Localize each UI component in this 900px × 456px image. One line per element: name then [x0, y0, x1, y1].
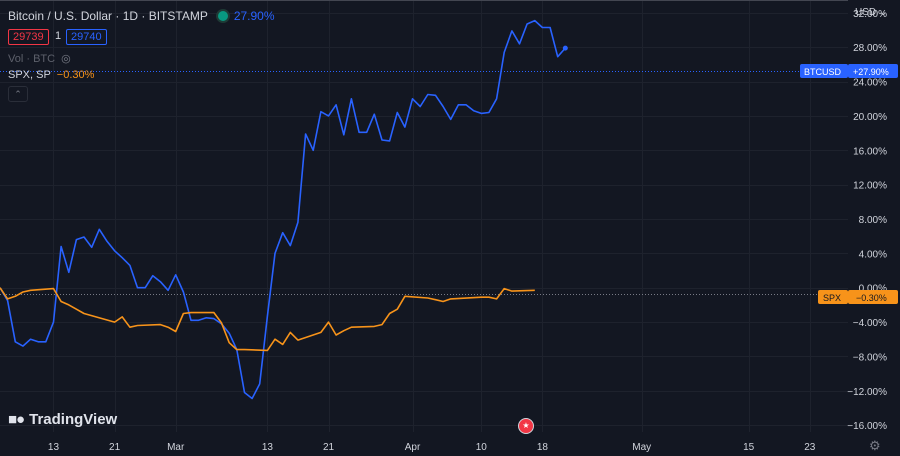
- spx-tag-label: SPX: [823, 293, 841, 303]
- us-flag-event-icon[interactable]: ★: [518, 418, 534, 434]
- ask-price[interactable]: 29740: [66, 29, 107, 45]
- chevron-up-icon[interactable]: ⌃: [8, 86, 28, 102]
- tradingview-logo[interactable]: ■● TradingView: [8, 411, 117, 428]
- x-tick-label: May: [632, 442, 651, 453]
- header-change: 27.90%: [233, 9, 275, 23]
- x-tick-label: 13: [48, 442, 60, 453]
- y-tick-label: 12.00%: [853, 181, 887, 192]
- y-tick-label: 28.00%: [853, 43, 887, 54]
- y-tick-label: 16.00%: [853, 146, 887, 157]
- x-tick-label: 18: [537, 442, 549, 453]
- compare-legend[interactable]: SPX, SP −0.30%: [8, 69, 94, 81]
- volume-legend[interactable]: Vol · BTC ◎: [8, 52, 71, 65]
- y-tick-label: 8.00%: [859, 215, 887, 226]
- symbol-title[interactable]: Bitcoin / U.S. Dollar · 1D · BITSTAMP: [8, 9, 208, 23]
- market-status-icon: [217, 11, 228, 21]
- series-layer: [0, 19, 568, 400]
- y-tick-label: 24.00%: [853, 78, 887, 89]
- symbol-header[interactable]: Bitcoin / U.S. Dollar · 1D · BITSTAMP 27.…: [8, 9, 275, 23]
- x-tick-label: 21: [109, 442, 121, 453]
- y-axis: 32.00% 28.00% 24.00% 20.00% 16.00% 12.00% 8.00…: [847, 9, 887, 432]
- x-tick-label: 23: [804, 442, 816, 453]
- spread-value: 1: [55, 30, 62, 42]
- series-line-btcusd[interactable]: [0, 19, 566, 400]
- last-point-btcusd: [562, 45, 568, 51]
- y-tick-label: 4.00%: [859, 249, 887, 260]
- y-tick-label: 0.00%: [859, 284, 887, 295]
- x-tick-label: 21: [323, 442, 335, 453]
- logo-mark-icon: ■●: [8, 411, 25, 428]
- y-tick-label: 20.00%: [853, 112, 887, 123]
- series-line-spx[interactable]: [0, 287, 535, 352]
- btc-price-tag: BTCUSD +27.90%: [800, 64, 898, 78]
- y-tick-label: −4.00%: [853, 318, 887, 329]
- x-tick-label: 15: [743, 442, 755, 453]
- currency-selector[interactable]: USD ⌄: [855, 7, 887, 18]
- compare-change: −0.30%: [56, 69, 95, 81]
- y-tick-label: −8.00%: [853, 352, 887, 363]
- btc-tag-label: BTCUSD: [804, 67, 842, 77]
- x-tick-label: 13: [262, 442, 274, 453]
- btc-tag-value: +27.90%: [853, 67, 889, 77]
- spx-price-tag: SPX −0.30%: [818, 290, 898, 304]
- spx-tag-value: −0.30%: [856, 293, 887, 303]
- gear-icon[interactable]: ⚙: [869, 438, 881, 453]
- x-axis: 13 21 Mar 13 21 Apr 10 18 May 15 23: [48, 442, 816, 453]
- compare-symbol: SPX, SP: [8, 69, 51, 81]
- volume-label: Vol · BTC: [8, 53, 56, 65]
- y-tick-label: −12.00%: [847, 387, 887, 398]
- bid-price[interactable]: 29739: [8, 29, 49, 45]
- chevron-down-icon: ⌄: [878, 7, 888, 18]
- currency-label: USD: [855, 7, 877, 18]
- logo-text: TradingView: [29, 411, 118, 428]
- x-tick-label: Mar: [167, 442, 185, 453]
- eye-off-icon[interactable]: ◎: [61, 53, 71, 65]
- x-tick-label: 10: [476, 442, 488, 453]
- y-tick-label: 32.00%: [853, 9, 887, 20]
- y-tick-label: −16.00%: [847, 421, 887, 432]
- grid-layer: [0, 0, 848, 432]
- x-tick-label: Apr: [405, 442, 421, 453]
